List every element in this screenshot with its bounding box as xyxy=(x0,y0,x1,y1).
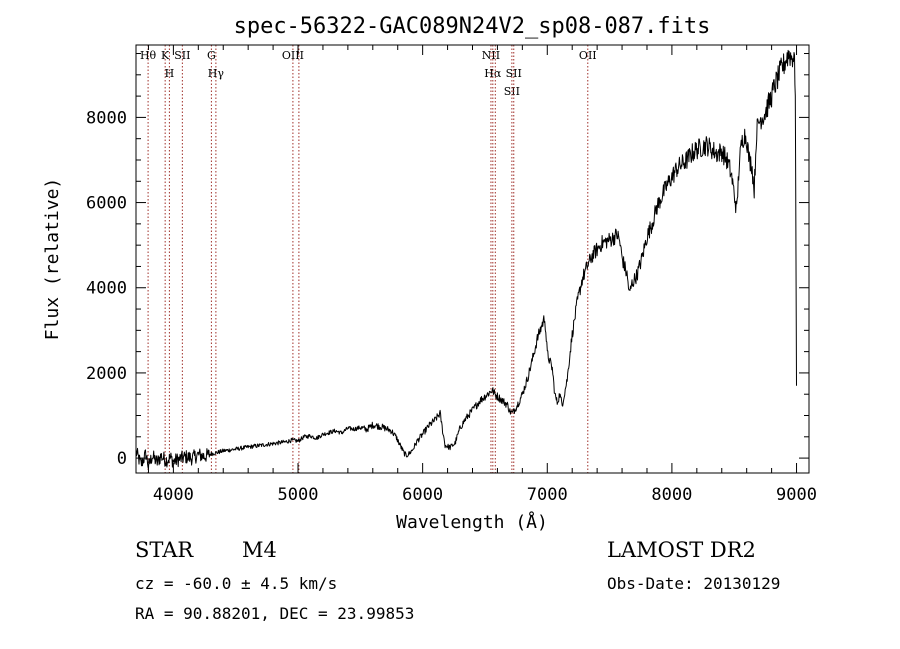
coordinates: RA = 90.88201, DEC = 23.99853 xyxy=(135,604,415,623)
spectral-line-label: Hα xyxy=(484,67,502,80)
spectral-line-label: H xyxy=(165,67,175,80)
y-tick-label: 0 xyxy=(117,449,127,469)
y-tick-label: 8000 xyxy=(86,108,127,128)
survey-name: LAMOST DR2 xyxy=(607,538,756,562)
y-tick-label: 6000 xyxy=(86,194,127,214)
y-tick-label: 2000 xyxy=(86,364,127,384)
x-tick-label: 8000 xyxy=(651,485,692,505)
x-tick-label: 7000 xyxy=(527,485,568,505)
spectral-line-label: OII xyxy=(579,49,597,62)
spectral-line-label: G xyxy=(207,49,216,62)
spectral-line-label: K xyxy=(161,49,170,62)
spectral-line-label: OIII xyxy=(282,49,304,62)
object-subclass: M4 xyxy=(242,538,277,562)
spectrum-trace xyxy=(135,49,797,469)
y-axis-label: Flux (relative) xyxy=(42,178,63,341)
spectral-line-label: NII xyxy=(482,49,500,62)
x-tick-label: 6000 xyxy=(402,485,443,505)
x-axis-label: Wavelength (Å) xyxy=(396,511,548,533)
x-tick-label: 9000 xyxy=(776,485,817,505)
observation-date: Obs-Date: 20130129 xyxy=(607,574,781,593)
object-class: STAR xyxy=(135,538,194,562)
plot-frame xyxy=(135,44,810,474)
spectral-line-label: Hγ xyxy=(208,67,225,80)
axis-ticks: 4000 5000 6000 7000 8000 9000 0 2000 4000 6000 800… xyxy=(86,45,817,505)
spectral-line-label: Hθ xyxy=(140,49,157,62)
redshift-velocity: cz = -60.0 ± 4.5 km/s xyxy=(135,574,338,593)
spectral-line-label: SII xyxy=(504,85,520,98)
spectral-line-label: SII xyxy=(174,49,190,62)
y-tick-label: 4000 xyxy=(86,279,127,299)
chart-title: spec-56322-GAC089N24V2_sp08-087.fits xyxy=(234,14,711,39)
spectral-line-label: SII xyxy=(506,67,522,80)
spectrum-line xyxy=(135,49,797,469)
x-tick-label: 5000 xyxy=(278,485,319,505)
x-tick-label: 4000 xyxy=(153,485,194,505)
